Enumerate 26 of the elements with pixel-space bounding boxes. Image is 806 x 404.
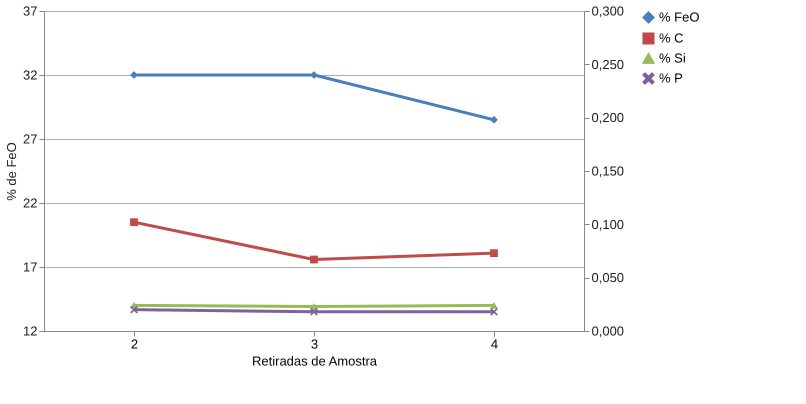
y-tick-label: 32 [23, 68, 38, 82]
legend-label: % FeO [659, 10, 700, 24]
y-tick-label: 17 [23, 260, 38, 274]
point [490, 302, 498, 309]
y2-tick-label: 0,300 [592, 4, 624, 18]
legend-label: % Si [659, 50, 686, 66]
y-tick-label: 12 [23, 324, 38, 338]
x-tick-label: 2 [130, 336, 138, 352]
y2-tick-label: 0,050 [592, 270, 624, 286]
y-axis-title: % de FeO [4, 142, 20, 201]
point [130, 218, 138, 226]
point [490, 249, 498, 258]
point [310, 256, 318, 264]
x-tick-label: 4 [490, 336, 498, 352]
y2-tick-label: 0,150 [592, 164, 624, 178]
x-axis-title: Retiradas de Amostra [252, 354, 378, 368]
y-tick-label: 27 [23, 132, 38, 146]
y2-tick-label: 0,000 [592, 324, 624, 338]
legend-label: % P [659, 70, 683, 86]
y2-tick-label: 0,250 [592, 56, 624, 72]
y-tick-label: 22 [23, 196, 38, 210]
y2-tick-label: 0,200 [592, 110, 624, 126]
legend-label: % C [659, 30, 684, 46]
x-tick-label: 3 [310, 336, 318, 352]
y-tick-label: 37 [23, 4, 38, 18]
y2-tick-label: 0,100 [592, 216, 624, 232]
